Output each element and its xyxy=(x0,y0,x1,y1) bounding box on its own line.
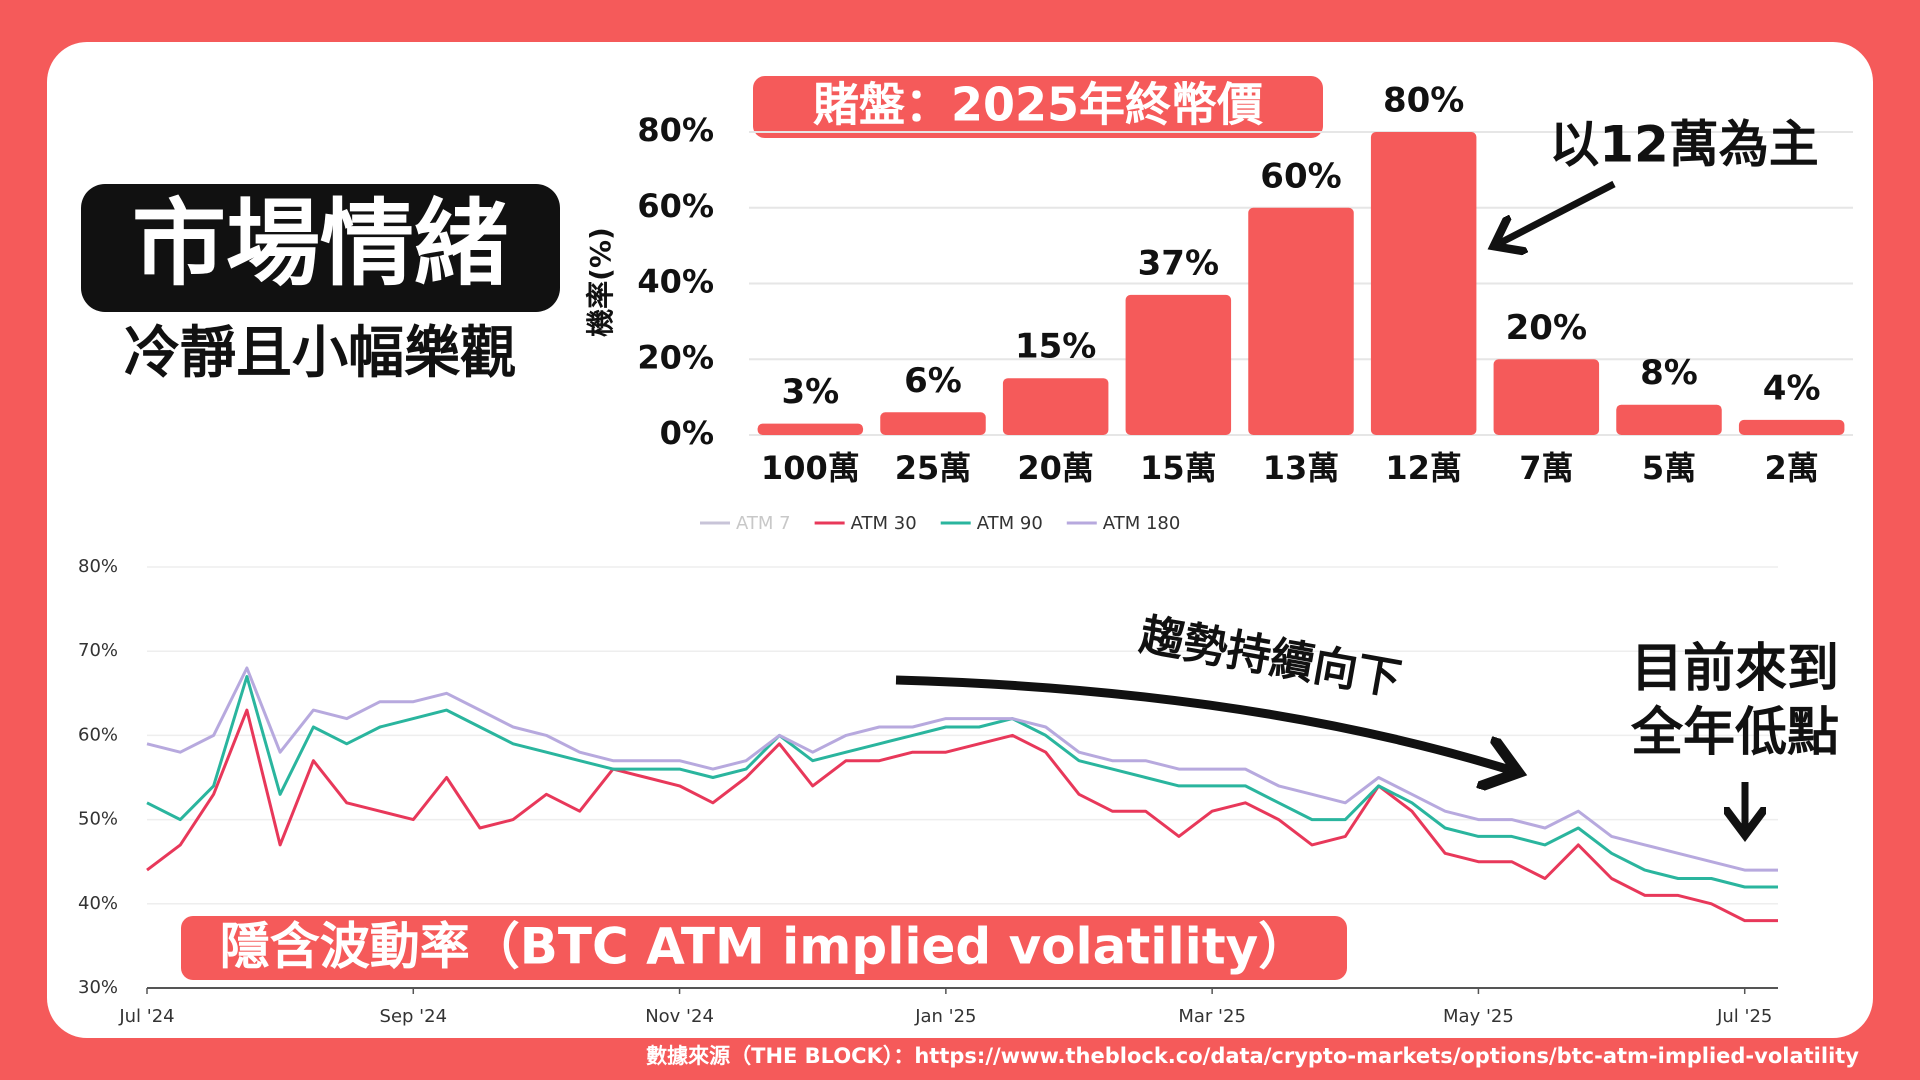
value-label: 60% xyxy=(1260,156,1341,196)
subtitle: 冷靜且小幅樂觀 xyxy=(124,321,516,386)
x-tick-label: 100萬 xyxy=(761,449,860,487)
y-axis-label: 機率(%) xyxy=(584,227,617,337)
x-tick-label: 15萬 xyxy=(1140,449,1217,487)
main-title: 市場情緒 xyxy=(132,190,508,299)
annotation: 以12萬為主 xyxy=(1549,116,1819,174)
line-title-box xyxy=(181,916,1347,980)
x-tick-label: 5萬 xyxy=(1642,449,1696,487)
bar-title: 賭盤：2025年終幣價 xyxy=(813,78,1263,132)
trend-arrow xyxy=(895,675,1510,770)
x-tick-label: Nov '24 xyxy=(645,1006,714,1027)
x-tick-label: 2萬 xyxy=(1765,449,1819,487)
value-label: 3% xyxy=(781,372,839,412)
bar xyxy=(1248,207,1354,435)
y-tick-label: 70% xyxy=(78,640,118,661)
bar xyxy=(1002,378,1109,435)
line-series xyxy=(146,708,1778,923)
line-series xyxy=(146,675,1778,889)
bar xyxy=(1738,419,1845,435)
source: 數據來源（THE BLOCK）：https://www.theblock.co/… xyxy=(646,1044,1859,1068)
x-tick-label: Jul '24 xyxy=(118,1006,174,1027)
bar xyxy=(880,412,986,435)
x-tick-label: 12萬 xyxy=(1385,449,1462,487)
x-tick-label: Jul '25 xyxy=(1716,1006,1772,1027)
bar xyxy=(757,423,864,435)
y-tick-label: 60% xyxy=(637,187,714,225)
bar xyxy=(1125,294,1232,435)
bar xyxy=(1493,359,1600,435)
y-tick-label: 60% xyxy=(78,724,118,745)
bar-title-box xyxy=(753,76,1323,138)
annotation: 目前來到 xyxy=(1631,639,1839,699)
x-tick-label: Sep '24 xyxy=(380,1006,448,1027)
title-box xyxy=(81,184,560,312)
bar xyxy=(1616,404,1722,435)
annotation: 全年低點 xyxy=(1630,703,1839,763)
value-label: 6% xyxy=(904,361,962,401)
y-tick-label: 0% xyxy=(660,414,714,452)
line-series xyxy=(146,666,1778,872)
y-tick-label: 20% xyxy=(637,338,714,376)
legend-label: ATM 7 xyxy=(736,513,791,534)
x-tick-label: 7萬 xyxy=(1519,449,1573,487)
value-label: 20% xyxy=(1506,308,1587,348)
y-tick-label: 40% xyxy=(78,893,118,914)
y-tick-label: 30% xyxy=(78,977,118,998)
legend-label: ATM 90 xyxy=(977,513,1043,534)
x-tick-label: May '25 xyxy=(1443,1006,1514,1027)
value-label: 80% xyxy=(1383,81,1464,121)
x-tick-label: Mar '25 xyxy=(1178,1006,1246,1027)
legend-label: ATM 180 xyxy=(1103,513,1181,534)
x-tick-label: Jan '25 xyxy=(914,1006,976,1027)
legend-label: ATM 30 xyxy=(851,513,917,534)
x-tick-label: 13萬 xyxy=(1263,449,1340,487)
y-tick-label: 50% xyxy=(78,809,118,830)
line-title: 隱含波動率（BTC ATM implied volatility） xyxy=(220,918,1308,976)
arrow xyxy=(1500,180,1616,243)
y-tick-label: 80% xyxy=(637,111,714,149)
bar xyxy=(1370,132,1477,435)
y-tick-label: 40% xyxy=(637,263,714,301)
value-label: 37% xyxy=(1138,243,1219,283)
y-tick-label: 80% xyxy=(78,556,118,577)
value-label: 4% xyxy=(1763,368,1821,408)
x-tick-label: 20萬 xyxy=(1017,449,1094,487)
value-label: 15% xyxy=(1015,327,1096,367)
value-label: 8% xyxy=(1640,353,1698,393)
x-tick-label: 25萬 xyxy=(895,449,972,487)
